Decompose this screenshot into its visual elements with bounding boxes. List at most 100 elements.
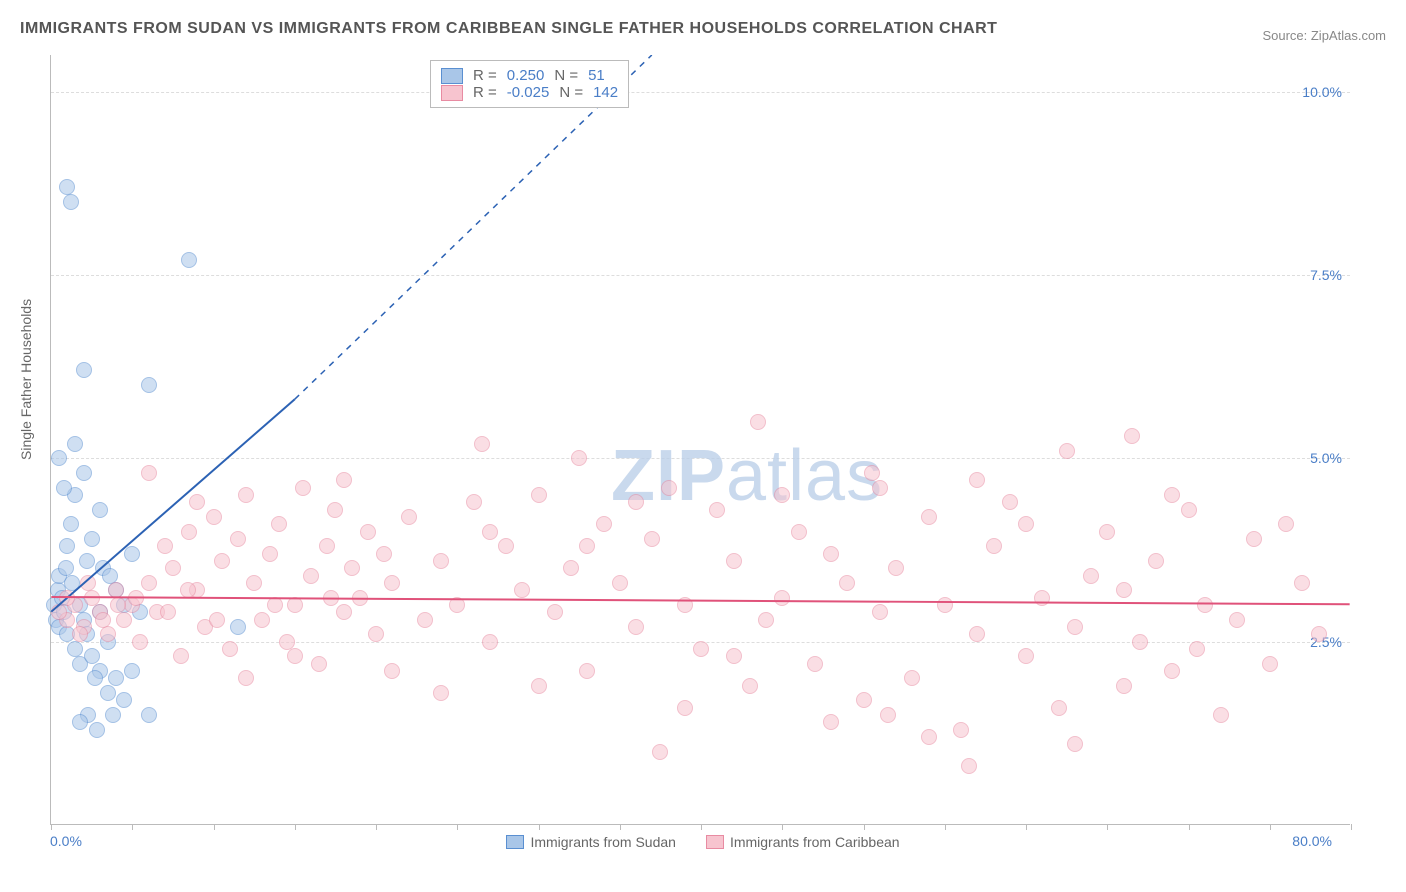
x-tick bbox=[1107, 824, 1108, 830]
data-point bbox=[750, 414, 766, 430]
correlation-row-sudan: R = 0.250 N = 51 bbox=[441, 67, 618, 84]
data-point bbox=[246, 575, 262, 591]
data-point bbox=[1051, 700, 1067, 716]
data-point bbox=[141, 465, 157, 481]
data-point bbox=[230, 531, 246, 547]
data-point bbox=[180, 582, 196, 598]
data-point bbox=[774, 590, 790, 606]
data-point bbox=[160, 604, 176, 620]
data-point bbox=[238, 670, 254, 686]
data-point bbox=[87, 670, 103, 686]
x-tick bbox=[295, 824, 296, 830]
swatch-sudan bbox=[441, 68, 463, 84]
gridline bbox=[51, 275, 1350, 276]
data-point bbox=[238, 487, 254, 503]
data-point bbox=[336, 604, 352, 620]
data-point bbox=[1067, 619, 1083, 635]
data-point bbox=[59, 590, 75, 606]
data-point bbox=[58, 560, 74, 576]
data-point bbox=[376, 546, 392, 562]
data-point bbox=[433, 685, 449, 701]
data-point bbox=[84, 648, 100, 664]
data-point bbox=[1124, 428, 1140, 444]
y-tick-label: 10.0% bbox=[1302, 84, 1342, 100]
data-point bbox=[95, 612, 111, 628]
data-point bbox=[921, 509, 937, 525]
data-point bbox=[80, 575, 96, 591]
data-point bbox=[63, 516, 79, 532]
data-point bbox=[474, 436, 490, 452]
data-point bbox=[267, 597, 283, 613]
data-point bbox=[63, 194, 79, 210]
data-point bbox=[181, 524, 197, 540]
data-point bbox=[327, 502, 343, 518]
data-point bbox=[189, 494, 205, 510]
data-point bbox=[128, 590, 144, 606]
r-label: R = bbox=[473, 84, 497, 101]
data-point bbox=[384, 663, 400, 679]
data-point bbox=[969, 626, 985, 642]
data-point bbox=[165, 560, 181, 576]
data-point bbox=[287, 597, 303, 613]
data-point bbox=[181, 252, 197, 268]
n-label: N = bbox=[554, 67, 578, 84]
data-point bbox=[105, 707, 121, 723]
data-point bbox=[279, 634, 295, 650]
data-point bbox=[417, 612, 433, 628]
x-tick bbox=[701, 824, 702, 830]
data-point bbox=[100, 685, 116, 701]
x-tick bbox=[457, 824, 458, 830]
data-point bbox=[791, 524, 807, 540]
data-point bbox=[839, 575, 855, 591]
data-point bbox=[141, 707, 157, 723]
data-point bbox=[222, 641, 238, 657]
data-point bbox=[92, 502, 108, 518]
data-point bbox=[319, 538, 335, 554]
swatch-sudan-bottom bbox=[506, 835, 524, 849]
data-point bbox=[823, 714, 839, 730]
legend-item-caribbean: Immigrants from Caribbean bbox=[706, 834, 900, 850]
data-point bbox=[531, 678, 547, 694]
series-legend: Immigrants from Sudan Immigrants from Ca… bbox=[0, 834, 1406, 850]
x-tick bbox=[376, 824, 377, 830]
data-point bbox=[108, 670, 124, 686]
data-point bbox=[466, 494, 482, 510]
data-point bbox=[628, 619, 644, 635]
data-point bbox=[1116, 582, 1132, 598]
data-point bbox=[1059, 443, 1075, 459]
data-point bbox=[368, 626, 384, 642]
data-point bbox=[1002, 494, 1018, 510]
data-point bbox=[287, 648, 303, 664]
data-point bbox=[1083, 568, 1099, 584]
data-point bbox=[1311, 626, 1327, 642]
data-point bbox=[344, 560, 360, 576]
source-label: Source: ZipAtlas.com bbox=[1262, 28, 1386, 43]
data-point bbox=[209, 612, 225, 628]
data-point bbox=[1229, 612, 1245, 628]
data-point bbox=[64, 575, 80, 591]
data-point bbox=[628, 494, 644, 510]
data-point bbox=[262, 546, 278, 562]
data-point bbox=[271, 516, 287, 532]
data-point bbox=[214, 553, 230, 569]
data-point bbox=[1132, 634, 1148, 650]
data-point bbox=[888, 560, 904, 576]
y-tick-label: 7.5% bbox=[1310, 267, 1342, 283]
data-point bbox=[51, 604, 67, 620]
correlation-row-caribbean: R = -0.025 N = 142 bbox=[441, 84, 618, 101]
x-tick bbox=[1026, 824, 1027, 830]
data-point bbox=[579, 538, 595, 554]
data-point bbox=[72, 626, 88, 642]
data-point bbox=[1278, 516, 1294, 532]
data-point bbox=[514, 582, 530, 598]
data-point bbox=[59, 179, 75, 195]
plot-area: ZIPatlas 2.5%5.0%7.5%10.0% bbox=[50, 55, 1350, 825]
n-label: N = bbox=[559, 84, 583, 101]
x-tick bbox=[1351, 824, 1352, 830]
data-point bbox=[79, 553, 95, 569]
data-point bbox=[230, 619, 246, 635]
data-point bbox=[758, 612, 774, 628]
legend-label-sudan: Immigrants from Sudan bbox=[530, 834, 676, 850]
data-point bbox=[116, 612, 132, 628]
data-point bbox=[1116, 678, 1132, 694]
